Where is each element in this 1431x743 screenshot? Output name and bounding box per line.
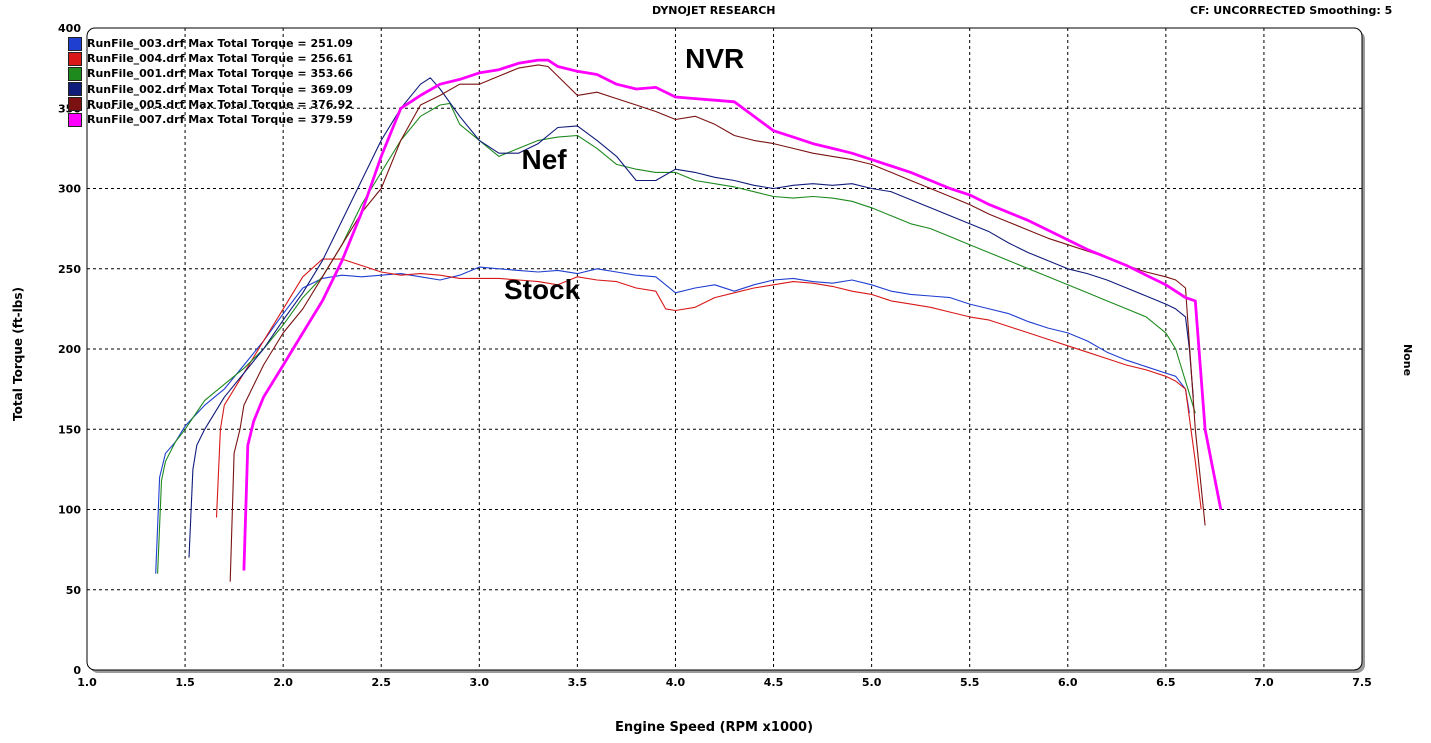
x-axis-label: Engine Speed (RPM x1000) (615, 720, 813, 735)
annotation-label: Stock (504, 274, 581, 305)
legend-entry: RunFile_005.drf Max Total Torque = 376.9… (68, 97, 353, 112)
chart-title: DYNOJET RESEARCH (652, 4, 776, 17)
legend-label: RunFile_004.drf Max Total Torque = 256.6… (87, 52, 353, 66)
legend-swatch (68, 66, 82, 81)
legend-entry: RunFile_001.drf Max Total Torque = 353.6… (68, 66, 353, 81)
annotation-label: Nef (521, 144, 567, 175)
legend-swatch (68, 51, 82, 66)
legend-entry: RunFile_007.drf Max Total Torque = 379.5… (68, 112, 353, 127)
right-side-label: None (1401, 344, 1414, 376)
series-line (157, 102, 1196, 574)
legend-label: RunFile_007.drf Max Total Torque = 379.5… (87, 112, 353, 126)
x-tick-label: 4.0 (666, 676, 686, 689)
x-tick-label: 2.5 (371, 676, 391, 689)
x-tick-label: 1.5 (175, 676, 195, 689)
series-layer (155, 58, 1223, 582)
x-tick-label: 3.0 (470, 676, 490, 689)
y-tick-label: 50 (66, 584, 82, 597)
annotation-label: NVR (685, 43, 744, 74)
legend-swatch (68, 36, 82, 51)
legend-swatch (68, 97, 82, 112)
x-tick-label: 7.5 (1352, 676, 1372, 689)
grid-lines (87, 28, 1362, 670)
series-line (242, 58, 1223, 571)
series-line (215, 258, 1202, 518)
x-tick-label: 5.5 (960, 676, 980, 689)
x-tick-label: 1.0 (77, 676, 97, 689)
y-tick-label: 200 (58, 343, 81, 356)
y-tick-label: 300 (58, 183, 81, 196)
x-tick-label: 3.5 (568, 676, 588, 689)
x-tick-label: 4.5 (764, 676, 784, 689)
y-axis-label: Total Torque (ft-lbs) (11, 287, 25, 421)
series-line (229, 64, 1206, 582)
y-tick-label: 0 (73, 664, 81, 677)
legend-label: RunFile_005.drf Max Total Torque = 376.9… (87, 97, 353, 111)
x-tick-label: 2.0 (273, 676, 293, 689)
series-line (188, 77, 1194, 558)
x-tick-label: 6.5 (1156, 676, 1176, 689)
y-tick-label: 150 (58, 423, 81, 436)
x-tick-label: 5.0 (862, 676, 882, 689)
legend: RunFile_003.drf Max Total Torque = 251.0… (68, 36, 353, 127)
legend-entry: RunFile_004.drf Max Total Torque = 256.6… (68, 51, 353, 66)
x-axis: 1.0 1.5 2.0 2.5 3.0 3.5 4.0 4.5 5.0 5.5 6.0 6.5 7.0 7… (77, 676, 1372, 689)
x-tick-label: 7.0 (1254, 676, 1274, 689)
correction-info: CF: UNCORRECTED Smoothing: 5 (1190, 4, 1393, 17)
y-tick-label: 400 (58, 22, 81, 35)
x-tick-label: 6.0 (1058, 676, 1078, 689)
y-tick-label: 250 (58, 263, 81, 276)
legend-label: RunFile_002.drf Max Total Torque = 369.0… (87, 82, 353, 96)
legend-entry: RunFile_002.drf Max Total Torque = 369.0… (68, 82, 353, 97)
annotations: NVR Nef Stock (504, 43, 744, 305)
legend-label: RunFile_003.drf Max Total Torque = 251.0… (87, 37, 353, 50)
legend-swatch (68, 112, 82, 127)
y-tick-label: 100 (58, 504, 81, 517)
legend-label: RunFile_001.drf Max Total Torque = 353.6… (87, 67, 353, 81)
legend-entry: RunFile_003.drf Max Total Torque = 251.0… (68, 36, 353, 51)
series-line (155, 266, 1190, 574)
legend-swatch (68, 82, 82, 97)
